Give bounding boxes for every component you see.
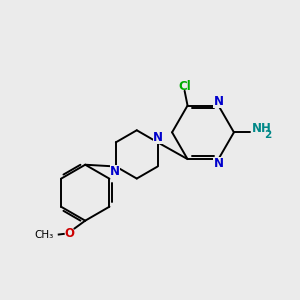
Text: N: N [153, 130, 163, 143]
Text: Cl: Cl [178, 80, 191, 93]
Text: N: N [214, 94, 224, 108]
Text: N: N [110, 165, 120, 178]
Text: O: O [64, 227, 74, 240]
Text: CH₃: CH₃ [34, 230, 54, 239]
Text: NH: NH [252, 122, 272, 135]
Text: 2: 2 [264, 130, 271, 140]
Text: N: N [214, 157, 224, 170]
